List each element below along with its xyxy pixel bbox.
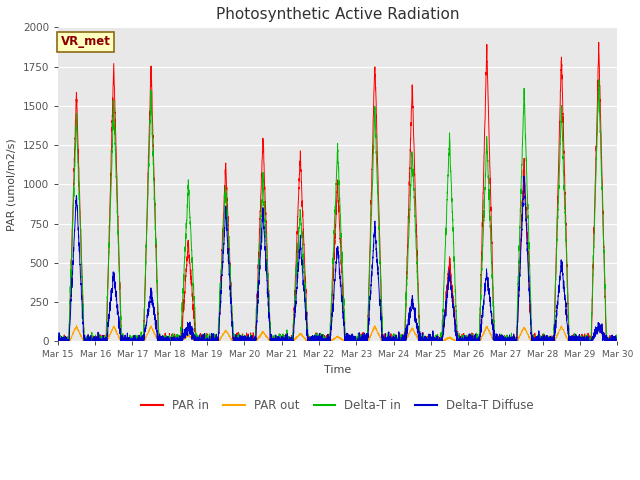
PAR out [613, 338, 621, 344]
Delta-T Diffuse [495, 338, 502, 344]
Delta-T in [54, 336, 61, 342]
Y-axis label: PAR (umol/m2/s): PAR (umol/m2/s) [7, 138, 17, 231]
Delta-T Diffuse [317, 338, 324, 344]
Legend: PAR in, PAR out, Delta-T in, Delta-T Diffuse: PAR in, PAR out, Delta-T in, Delta-T Dif… [137, 394, 538, 417]
Delta-T in [54, 338, 62, 344]
Line: Delta-T Diffuse: Delta-T Diffuse [58, 176, 618, 341]
PAR out [432, 338, 440, 344]
Delta-T Diffuse [463, 338, 471, 344]
Title: Photosynthetic Active Radiation: Photosynthetic Active Radiation [216, 7, 460, 22]
PAR out [73, 323, 81, 328]
Delta-T in [317, 338, 324, 344]
PAR in [614, 338, 621, 344]
Line: Delta-T in: Delta-T in [58, 80, 618, 341]
PAR in [54, 338, 62, 344]
Delta-T in [613, 336, 621, 342]
PAR in [613, 335, 621, 341]
X-axis label: Time: Time [324, 365, 351, 375]
PAR out [155, 338, 163, 344]
Line: PAR in: PAR in [58, 42, 618, 341]
Delta-T Diffuse [613, 338, 621, 344]
PAR in [155, 336, 163, 342]
PAR out [614, 338, 621, 344]
Delta-T in [432, 335, 440, 340]
Delta-T Diffuse [155, 338, 163, 344]
Delta-T Diffuse [54, 338, 61, 344]
Delta-T in [155, 324, 163, 330]
Delta-T in [495, 334, 502, 340]
PAR out [317, 338, 324, 344]
Delta-T Diffuse [614, 338, 621, 344]
PAR out [463, 338, 471, 344]
PAR in [317, 336, 324, 341]
PAR out [495, 338, 502, 344]
Text: VR_met: VR_met [61, 35, 111, 48]
PAR in [595, 39, 602, 45]
Delta-T Diffuse [520, 173, 528, 179]
Delta-T Diffuse [432, 338, 440, 344]
Delta-T in [463, 335, 471, 341]
Line: PAR out: PAR out [58, 325, 618, 341]
PAR in [463, 336, 471, 341]
PAR in [54, 338, 61, 344]
PAR out [54, 338, 61, 344]
PAR in [432, 336, 440, 341]
Delta-T in [595, 77, 602, 83]
PAR in [495, 338, 502, 344]
Delta-T in [614, 336, 621, 342]
